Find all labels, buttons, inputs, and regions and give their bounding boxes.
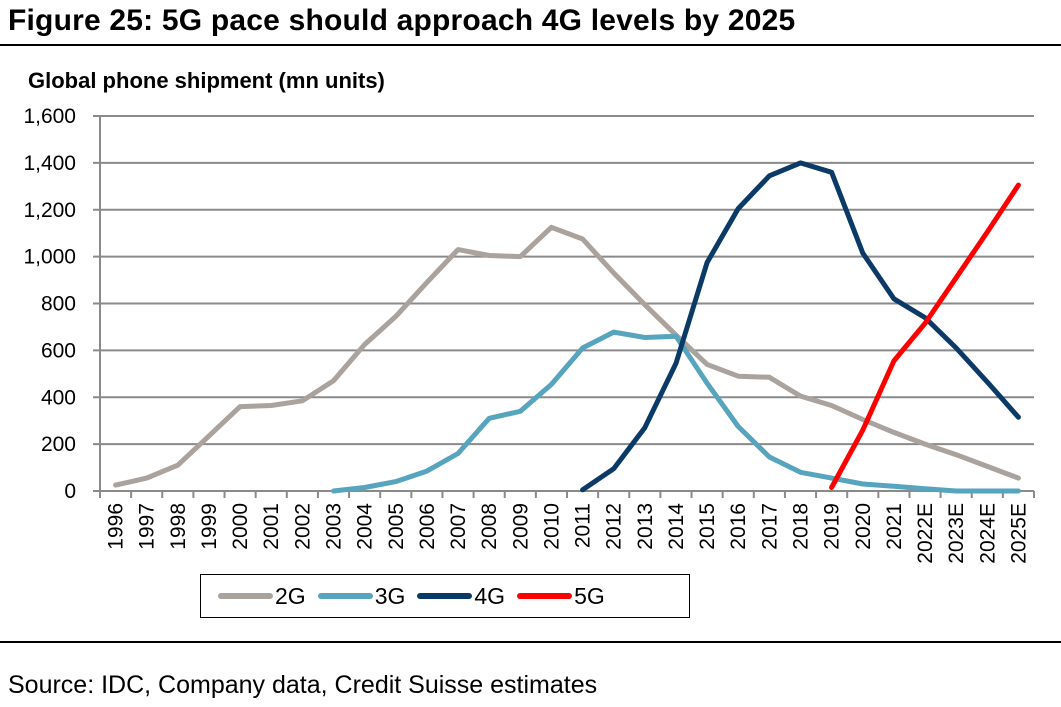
x-tick-label: 1999 (198, 503, 221, 550)
x-tick-label: 2021 (883, 503, 906, 550)
y-tick-label: 1,200 (23, 199, 76, 222)
x-tick-label: 1997 (136, 503, 159, 550)
y-tick-label: 1,000 (23, 246, 76, 269)
source-note: Source: IDC, Company data, Credit Suisse… (8, 671, 598, 699)
title-divider (0, 44, 1061, 46)
y-tick-label: 1,600 (23, 105, 76, 128)
y-tick-label: 400 (41, 386, 76, 409)
series-line-2g (113, 224, 1021, 488)
x-tick-label: 2009 (509, 503, 532, 550)
gridlines (93, 115, 1034, 492)
x-tick-label: 2013 (634, 503, 657, 550)
legend-label-4g: 4G (474, 582, 506, 609)
x-tick-label: 2023E (945, 503, 968, 564)
x-tick-label: 2006 (416, 503, 439, 550)
x-tick-label: 2004 (354, 503, 377, 550)
x-tick-label: 2020 (852, 503, 875, 550)
x-axis: 1996 1997 1998 1999 2000 2001 2002 2003 2004 2005… (99, 116, 1035, 564)
x-tick-label: 2002 (291, 503, 314, 550)
legend-swatch-4g (417, 593, 473, 599)
legend: 2G 3G 4G 5G (200, 574, 690, 618)
series-lines (113, 160, 1021, 494)
x-tick-label: 2017 (758, 503, 781, 550)
y-tick-label: 0 (64, 480, 76, 503)
x-tick-label: 1996 (105, 503, 128, 550)
x-tick-label: 2014 (665, 503, 688, 550)
y-axis-label: Global phone shipment (mn units) (28, 68, 385, 93)
y-tick-label: 1,400 (23, 152, 76, 175)
x-tick-label: 2016 (727, 503, 750, 550)
x-tick-label: 2019 (821, 503, 844, 550)
y-axis-ticks: 0 200 400 600 800 1,000 1,200 1,400 1,600 (23, 105, 76, 503)
x-tick-label: 2008 (478, 503, 501, 550)
x-tick-label: 2018 (790, 503, 813, 550)
x-tick-label: 2022E (914, 503, 937, 564)
legend-item-5g: 5G (517, 583, 605, 610)
x-tick-label: 2012 (603, 503, 626, 550)
y-tick-label: 200 (41, 433, 76, 456)
series-line-4g (580, 160, 1021, 493)
figure-title: Figure 25: 5G pace should approach 4G le… (8, 4, 796, 37)
x-tick-label: 2010 (540, 503, 563, 550)
x-tick-label: 2007 (447, 503, 470, 550)
legend-swatch-3g (317, 593, 373, 599)
x-tick-label: 2000 (229, 503, 252, 550)
legend-item-2g: 2G (218, 583, 306, 610)
legend-item-4g: 4G (417, 583, 505, 610)
legend-label-2g: 2G (275, 582, 306, 609)
x-tick-label: 2003 (323, 503, 346, 550)
legend-item-3g: 3G (317, 582, 406, 610)
legend-label-3g: 3G (374, 582, 406, 609)
footer-divider (0, 641, 1061, 643)
x-tick-label: 1998 (167, 503, 190, 550)
y-tick-label: 600 (41, 339, 76, 362)
x-tick-label: 2025E (1007, 503, 1030, 564)
legend-label-5g: 5G (574, 582, 605, 609)
legend-swatch-2g (218, 593, 273, 599)
x-tick-label: 2011 (572, 503, 595, 548)
y-tick-label: 800 (41, 293, 76, 316)
legend-swatch-5g (517, 593, 573, 599)
x-tick-label: 2015 (696, 503, 719, 550)
x-tick-label: 2024E (976, 503, 999, 564)
x-tick-label: 2005 (385, 503, 408, 550)
x-tick-label: 2001 (260, 503, 283, 550)
